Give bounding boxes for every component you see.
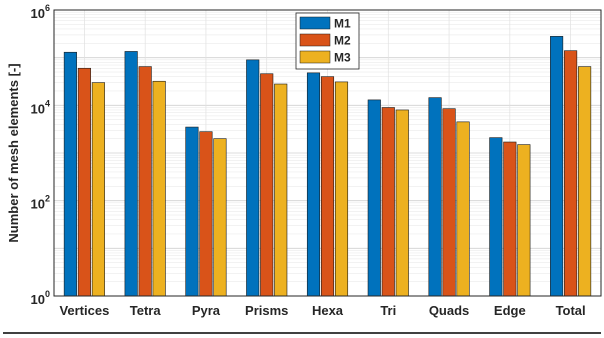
bar-m2-vertices [77,67,91,297]
y-tick-label: 106 [31,3,50,21]
bar-m3-tetra [152,80,166,297]
x-tick-label: Prisms [245,303,288,318]
x-tick-label: Tetra [130,303,162,318]
bar-m2-tetra [138,66,152,297]
y-tick-exponent: 6 [45,3,50,13]
x-tick-label: Tri [380,303,396,318]
bar-m1-edge [489,137,503,297]
x-tick-label: Pyra [192,303,221,318]
bar-m3-prisms [274,83,288,297]
bar-m3-pyra [213,138,227,297]
bar-m3-tri [395,109,409,297]
bar-m1-vertices [63,51,77,297]
bar-m2-hexa [320,76,335,297]
legend: M1 M2 M3 [295,12,360,70]
bar-m2-edge [503,141,517,297]
y-tick-label: 104 [31,98,50,116]
bar-m2-tri [381,107,395,297]
legend-swatch-m1 [299,16,331,30]
y-tick-exponent: 4 [45,98,50,108]
legend-swatch-m3 [299,50,331,64]
bar-m1-total [550,36,564,297]
legend-label-m2: M2 [334,34,351,48]
y-tick-label: 102 [31,194,50,212]
x-tick-label: Edge [494,303,526,318]
y-tick-exponent: 0 [45,289,50,299]
legend-label-m3: M3 [334,51,351,65]
bar-m2-pyra [199,131,213,297]
legend-label-m1: M1 [334,17,351,31]
bar-m3-quads [456,121,470,297]
bar-m1-prisms [246,59,260,297]
y-tick-base: 10 [31,197,45,212]
y-tick-base: 10 [31,292,45,307]
x-tick-label: Vertices [59,303,109,318]
legend-swatch-m2 [299,33,331,47]
bar-m1-tri [367,99,381,297]
x-tick-label: Hexa [312,303,344,318]
x-tick-label: Quads [429,303,469,318]
x-tick-label: Total [556,303,586,318]
bars [63,36,592,297]
y-tick-label: 100 [31,289,50,307]
bar-m1-quads [428,97,442,297]
x-tick-labels: Vertices Tetra Pyra Prisms Hexa Tri Quads Edge T… [59,303,585,318]
bar-m2-prisms [260,73,274,297]
y-tick-base: 10 [31,6,45,21]
bar-m1-tetra [124,51,138,297]
plot-frame [53,9,602,297]
y-axis-title: Number of mesh elements [-] [6,63,21,242]
bar-m2-quads [442,108,456,297]
y-tick-exponent: 2 [45,194,50,204]
bar-m3-vertices [91,82,105,297]
bar-m1-pyra [185,126,199,297]
bar-m1-hexa [306,72,321,297]
bar-m2-total [564,50,578,297]
bar-m3-edge [517,144,531,297]
bar-m3-total [578,66,592,297]
bar-m3-hexa [334,81,349,297]
y-tick-base: 10 [31,101,45,116]
